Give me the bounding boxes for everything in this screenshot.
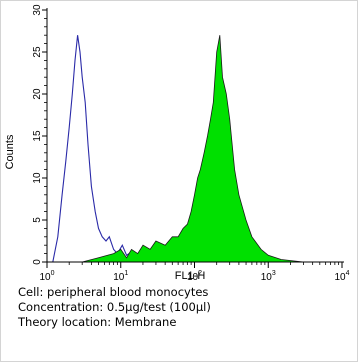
caption-location: Theory location: Membrane <box>18 315 177 329</box>
x-tick-exponent: 0 <box>51 270 55 277</box>
y-ticks: 0 5 10 15 20 25 30 <box>32 4 47 265</box>
x-tick-base: 10 <box>334 272 346 283</box>
y-tick-label: 25 <box>32 46 43 58</box>
x-tick-label: 103 <box>261 270 276 283</box>
x-tick-label: 100 <box>39 270 54 283</box>
y-tick-label: 5 <box>32 217 43 223</box>
x-ticks: 100 101 102 103 104 <box>39 262 350 283</box>
x-tick-label: 104 <box>334 270 349 283</box>
x-tick-base: 10 <box>39 272 51 283</box>
x-tick-base: 10 <box>187 272 199 283</box>
x-tick-label: 102 <box>187 270 202 283</box>
caption-concentration: Concentration: 0.5µg/test (100µl) <box>18 300 211 314</box>
caption-cell: Cell: peripheral blood monocytes <box>18 285 209 299</box>
x-tick-exponent: 4 <box>346 270 350 277</box>
series-0-outline-histogram <box>52 35 151 263</box>
x-tick-label: 101 <box>113 270 128 283</box>
y-tick-label: 30 <box>32 4 43 16</box>
x-tick-exponent: 1 <box>124 270 128 277</box>
series-1-filled-histogram <box>82 35 304 263</box>
x-tick-base: 10 <box>261 272 273 283</box>
y-axis-title: Counts <box>4 134 16 169</box>
y-tick-label: 0 <box>32 259 43 265</box>
y-tick-label: 10 <box>32 172 43 184</box>
x-tick-exponent: 3 <box>272 270 276 277</box>
series-layer <box>52 35 304 263</box>
x-tick-exponent: 2 <box>198 270 202 277</box>
x-axis-title: FL1-H <box>175 270 206 282</box>
y-tick-label: 15 <box>32 130 43 142</box>
x-tick-base: 10 <box>113 272 125 283</box>
y-tick-label: 20 <box>32 88 43 100</box>
